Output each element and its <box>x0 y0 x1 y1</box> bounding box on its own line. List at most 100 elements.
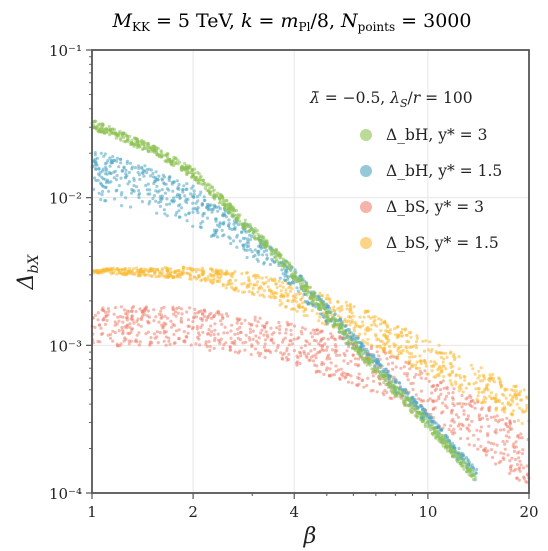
data-point <box>338 335 342 339</box>
x-tick-label: 1 <box>87 503 97 521</box>
data-point <box>298 361 302 366</box>
data-point <box>108 156 112 160</box>
data-point <box>191 224 195 228</box>
data-point <box>201 178 205 182</box>
data-point <box>119 161 123 165</box>
data-point <box>501 401 505 406</box>
data-point <box>199 325 203 330</box>
data-point <box>262 261 266 265</box>
data-point <box>201 273 205 277</box>
data-point <box>344 324 348 328</box>
data-point <box>247 336 251 340</box>
data-point <box>175 211 179 215</box>
data-point <box>471 477 475 482</box>
data-point <box>261 239 265 243</box>
data-point <box>479 425 483 429</box>
data-point <box>215 228 219 232</box>
data-point <box>338 323 342 327</box>
data-point <box>158 204 162 208</box>
data-point <box>444 351 448 355</box>
data-point <box>499 428 503 432</box>
data-point <box>257 336 261 340</box>
data-point <box>208 190 212 194</box>
data-point <box>497 376 501 380</box>
data-point <box>410 355 414 359</box>
data-point <box>356 336 360 340</box>
data-point <box>258 239 262 243</box>
data-point <box>445 440 449 444</box>
data-point <box>178 203 182 207</box>
data-point <box>317 342 321 346</box>
data-point <box>470 463 474 467</box>
data-point <box>220 313 224 317</box>
data-point <box>262 243 266 247</box>
data-point <box>202 308 206 312</box>
data-point <box>301 277 305 281</box>
data-point <box>458 373 462 377</box>
data-point <box>444 404 448 408</box>
data-point <box>325 322 329 326</box>
data-point <box>181 188 185 192</box>
data-point <box>247 244 251 248</box>
data-point <box>314 353 318 357</box>
data-point <box>292 349 296 353</box>
data-point <box>136 139 140 143</box>
data-point <box>216 338 220 342</box>
data-point <box>405 372 410 376</box>
data-point <box>317 307 321 311</box>
data-point <box>206 182 210 186</box>
data-point <box>296 289 300 293</box>
data-point <box>444 394 449 398</box>
data-point <box>396 325 400 329</box>
data-point <box>517 467 521 471</box>
data-point <box>182 330 186 334</box>
data-point <box>422 349 427 353</box>
data-point <box>175 306 179 311</box>
data-point <box>199 221 203 225</box>
data-point <box>116 315 120 319</box>
data-point <box>405 395 409 399</box>
data-point <box>265 248 269 253</box>
data-point <box>322 372 326 376</box>
data-point <box>270 249 274 253</box>
data-point <box>442 386 446 390</box>
data-point <box>208 348 212 352</box>
data-point <box>334 364 338 368</box>
data-point <box>239 330 243 335</box>
data-point <box>159 199 163 204</box>
data-point <box>248 338 252 342</box>
data-point <box>472 443 476 448</box>
data-point <box>455 460 460 464</box>
data-point <box>121 320 125 324</box>
data-point <box>253 318 257 322</box>
data-point <box>451 417 455 421</box>
data-point <box>270 278 274 282</box>
data-point <box>289 267 293 271</box>
data-point <box>149 336 153 340</box>
data-point <box>204 340 208 344</box>
data-point <box>507 435 511 439</box>
data-point <box>269 338 273 342</box>
data-point <box>158 197 162 201</box>
data-point <box>480 390 484 394</box>
data-point <box>169 319 173 323</box>
data-point <box>272 294 276 298</box>
data-point <box>289 328 293 332</box>
data-point <box>248 330 253 334</box>
data-point <box>508 425 512 429</box>
data-point <box>154 315 158 319</box>
data-point <box>135 185 139 189</box>
data-point <box>460 405 464 409</box>
data-point <box>270 289 274 293</box>
data-point <box>397 389 401 393</box>
data-point <box>432 375 436 379</box>
data-point <box>263 355 267 360</box>
data-point <box>248 222 252 226</box>
data-point <box>371 388 375 392</box>
data-point <box>419 389 424 393</box>
data-point <box>278 331 282 335</box>
data-point <box>189 277 193 281</box>
data-point <box>160 268 164 272</box>
data-point <box>256 237 260 241</box>
data-point <box>461 402 465 406</box>
